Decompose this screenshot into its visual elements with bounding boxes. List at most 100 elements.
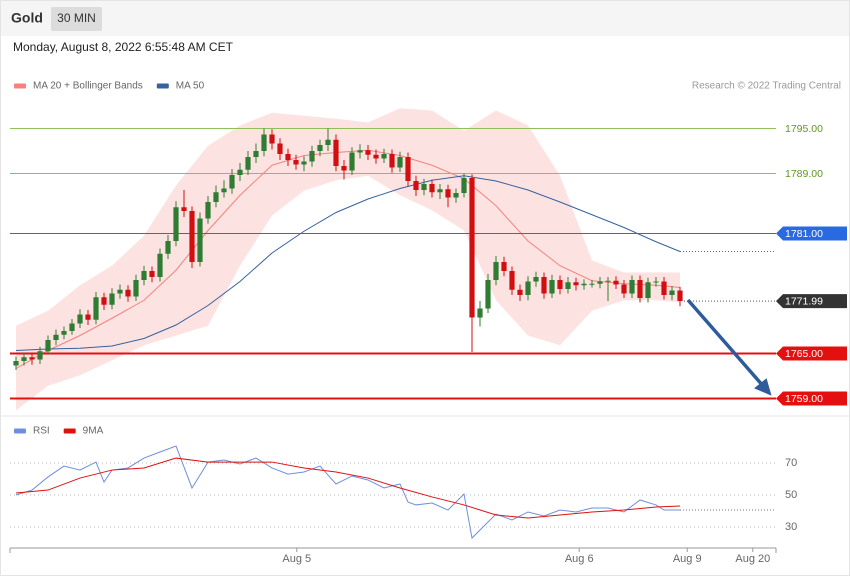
candle-body [133, 280, 139, 297]
candle-body [613, 280, 619, 285]
header-bar [0, 0, 850, 36]
legend-label: MA 20 + Bollinger Bands [33, 81, 143, 92]
candle-body [53, 334, 59, 340]
candle-body [421, 184, 427, 190]
level-label: 1765.00 [785, 348, 823, 360]
level-label: 1771.99 [785, 295, 823, 307]
candle-body [413, 181, 419, 190]
candle-body [549, 280, 555, 294]
candle-body [605, 280, 611, 282]
candle-body [677, 290, 683, 302]
level-label: 1759.00 [785, 393, 823, 405]
candle-body [237, 169, 243, 175]
candle-body [445, 189, 451, 198]
candle-body [29, 357, 35, 360]
candle-body [325, 139, 331, 145]
candle-body [21, 357, 27, 361]
line-series [15, 445, 680, 540]
candle-body [181, 207, 187, 211]
candle-body [661, 281, 667, 295]
candle-body [637, 280, 643, 298]
candle-body [669, 290, 675, 295]
candle-body [333, 139, 339, 166]
candle-body [109, 293, 115, 305]
x-tick-label: Aug 6 [565, 553, 594, 565]
candle-body [229, 175, 235, 189]
y-tick-label: 50 [785, 489, 797, 501]
candle-body [173, 207, 179, 241]
candle-body [245, 157, 251, 170]
candle-body [221, 188, 227, 193]
candle-body [405, 157, 411, 181]
y-tick-label: 30 [785, 521, 797, 533]
candle-body [61, 331, 67, 335]
candle-body [501, 262, 507, 271]
candle-body [437, 189, 443, 193]
candle-body [309, 151, 315, 162]
candle-body [269, 134, 275, 144]
legend-swatch [156, 83, 169, 89]
candle-body [261, 134, 267, 151]
candle-body [365, 150, 371, 155]
candle-body [429, 184, 435, 193]
legend-label: 9MA [83, 426, 104, 437]
candle-body [77, 314, 83, 324]
candle-body [629, 280, 635, 294]
y-tick-label: 70 [785, 457, 797, 469]
candle-body [349, 152, 355, 171]
candle-body [149, 271, 155, 277]
level-tag [776, 391, 847, 406]
x-tick-label: Aug 9 [673, 553, 702, 565]
source: Research © 2022 Trading Central [692, 81, 841, 92]
x-tick-label: Aug 20 [735, 553, 770, 565]
candle-body [197, 218, 203, 262]
candle-body [357, 150, 363, 153]
candle-body [253, 151, 259, 157]
candle-body [373, 154, 379, 159]
candle-body [301, 161, 307, 165]
level-tag [776, 346, 847, 361]
candle-body [541, 277, 547, 294]
candle-body [141, 271, 147, 280]
candle-body [101, 297, 107, 305]
candle-body [85, 314, 91, 320]
level-tag [776, 226, 847, 241]
candle-body [125, 289, 131, 297]
legend-swatch [14, 83, 26, 89]
legend-swatch [14, 428, 26, 434]
candle-body [389, 154, 395, 168]
candle-body [453, 193, 459, 198]
candle-body [37, 351, 43, 360]
timeframe-badge[interactable] [51, 7, 102, 31]
x-tick-label: Aug 5 [282, 553, 311, 565]
candle-body [565, 282, 571, 289]
candle-body [189, 211, 195, 262]
candle-body [157, 253, 163, 277]
candle-body [317, 145, 323, 151]
candle-body [533, 277, 539, 282]
candle-body [589, 283, 595, 285]
timeframe[interactable]: 30 MIN [57, 11, 96, 25]
candle-body [573, 282, 579, 286]
timestamp: Monday, August 8, 2022 6:55:48 AM CET [13, 40, 234, 54]
candle-body [293, 160, 299, 165]
candle-body [165, 241, 171, 254]
candle-body [45, 340, 51, 352]
candle-body [653, 281, 659, 283]
moving-average [15, 175, 681, 351]
candle-body [285, 154, 291, 160]
candle-body [517, 289, 523, 295]
legend-label: MA 50 [176, 81, 205, 92]
legend-swatch [63, 428, 76, 434]
candle-body [621, 284, 627, 294]
candle-body [341, 166, 347, 171]
candle-body [477, 308, 483, 318]
level-label: 1781.00 [785, 228, 823, 240]
level-label: 1789.00 [785, 168, 823, 180]
candle-body [509, 271, 515, 290]
candle-body [381, 154, 387, 159]
candle-body [525, 281, 531, 295]
candle-body [213, 192, 219, 202]
arrow-head [754, 378, 772, 396]
candle-body [461, 178, 467, 193]
